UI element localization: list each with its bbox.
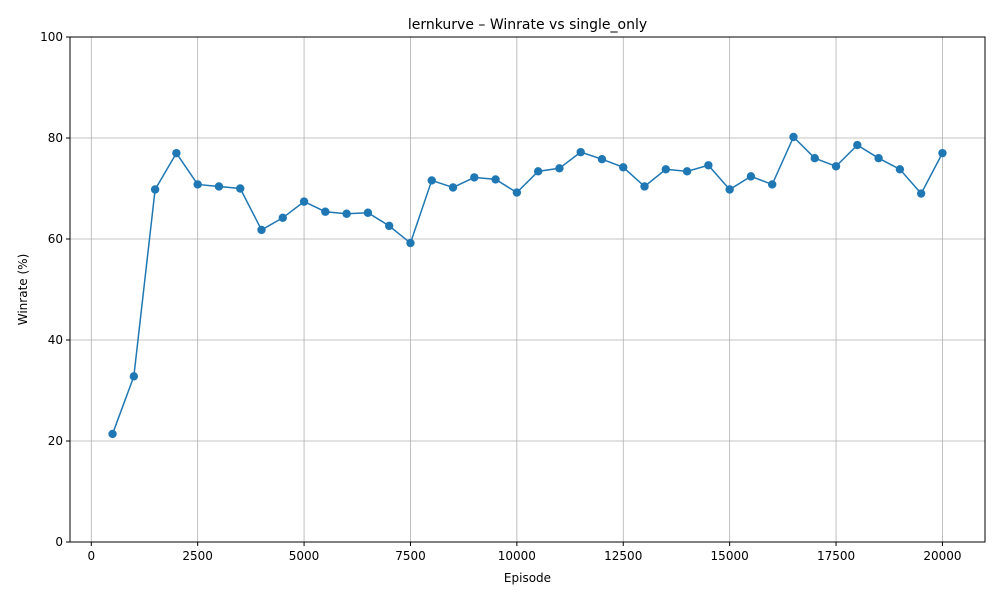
- series-line-layer: [111, 135, 944, 435]
- data-point: [597, 155, 607, 164]
- x-tick-label: 2500: [182, 549, 213, 563]
- x-tick-label: 15000: [711, 549, 749, 563]
- x-axis-label: Episode: [504, 571, 551, 585]
- data-point: [384, 221, 394, 231]
- data-point: [172, 148, 181, 158]
- y-tick-label: 40: [48, 333, 63, 347]
- y-tick-label: 0: [55, 535, 63, 549]
- data-point: [619, 163, 628, 172]
- y-tick-label: 60: [48, 232, 63, 246]
- data-point: [406, 238, 415, 248]
- data-point: [150, 185, 160, 194]
- data-point: [555, 164, 564, 173]
- data-point: [640, 182, 649, 191]
- data-point: [661, 165, 671, 174]
- y-tick-label: 80: [48, 131, 63, 145]
- series-line: [111, 135, 944, 435]
- x-tick-label: 12500: [604, 549, 642, 563]
- x-tick-label: 10000: [498, 549, 536, 563]
- data-point: [491, 175, 500, 184]
- data-point: [278, 213, 287, 222]
- data-point: [938, 148, 947, 158]
- x-tick-label: 5000: [289, 549, 320, 563]
- data-point: [725, 185, 734, 194]
- plot-frame: [69, 36, 986, 543]
- data-point: [576, 147, 585, 157]
- data-points-layer: [108, 132, 947, 439]
- data-point: [853, 140, 862, 150]
- x-tick-label: 20000: [923, 549, 961, 563]
- data-point: [214, 182, 224, 191]
- data-point: [257, 225, 266, 235]
- data-point: [448, 183, 458, 192]
- data-point: [342, 209, 351, 218]
- x-tick-label: 17500: [817, 549, 855, 563]
- data-point: [512, 188, 522, 197]
- data-point: [916, 189, 926, 198]
- data-point: [236, 184, 245, 193]
- x-tick-label: 7500: [395, 549, 426, 563]
- data-point: [746, 172, 756, 181]
- data-point: [108, 429, 117, 439]
- data-point: [810, 154, 819, 163]
- y-axis-label: Winrate (%): [16, 254, 30, 326]
- data-point: [682, 167, 692, 176]
- data-point: [533, 167, 543, 176]
- data-point: [704, 161, 713, 170]
- data-point: [768, 180, 777, 189]
- data-point: [874, 154, 883, 163]
- data-point: [129, 372, 139, 381]
- grid-layer: [70, 36, 985, 543]
- x-axis: 0 2500 5000 7500 10000 12500 15000 17500 20000: [87, 542, 962, 563]
- data-point: [470, 173, 479, 182]
- y-axis: 0 20 40 60 80 100: [40, 30, 70, 549]
- data-point: [321, 207, 330, 216]
- data-point: [193, 180, 202, 189]
- y-tick-label: 100: [40, 30, 63, 44]
- data-point: [427, 176, 436, 185]
- data-point: [363, 208, 373, 217]
- data-point: [789, 132, 798, 142]
- data-point: [299, 197, 309, 206]
- data-point: [895, 165, 905, 174]
- data-point: [831, 162, 841, 171]
- y-tick-label: 20: [48, 434, 63, 448]
- chart-title: lernkurve – Winrate vs single_only: [408, 17, 647, 33]
- x-tick-label: 0: [87, 549, 95, 563]
